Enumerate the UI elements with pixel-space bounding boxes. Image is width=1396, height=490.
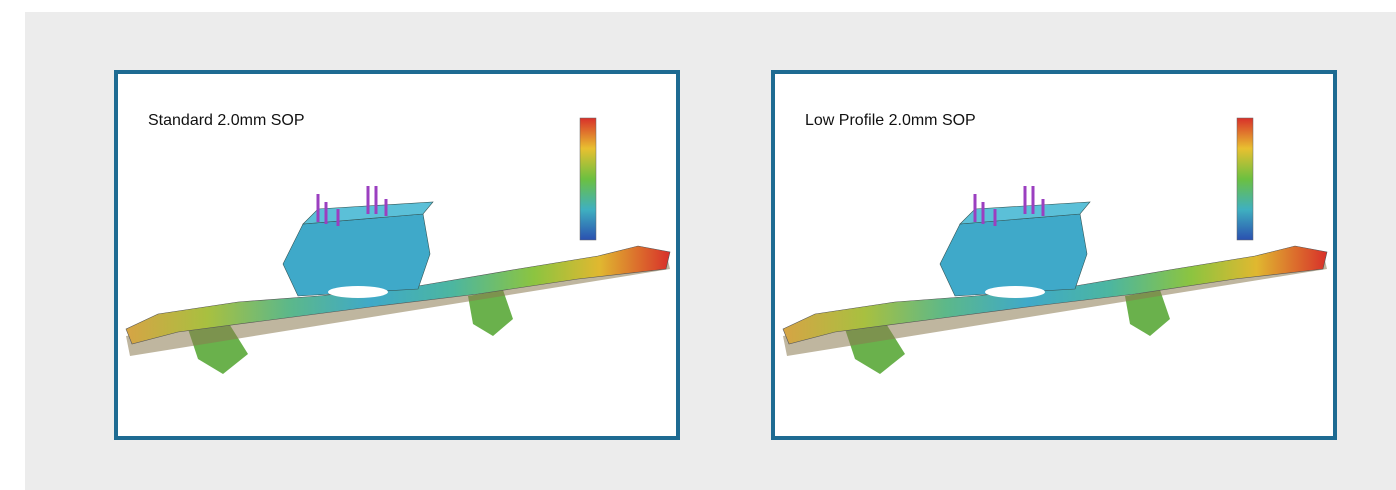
panel-title: Low Profile 2.0mm SOP bbox=[805, 112, 976, 130]
page: Standard 2.0mm SOP Low Profile 2.0mm SOP… bbox=[0, 0, 1396, 490]
panel: Standard 2.0mm SOP bbox=[114, 70, 680, 440]
panel: Low Profile 2.0mm SOP bbox=[771, 70, 1337, 440]
panel-title: Standard 2.0mm SOP bbox=[148, 112, 305, 130]
